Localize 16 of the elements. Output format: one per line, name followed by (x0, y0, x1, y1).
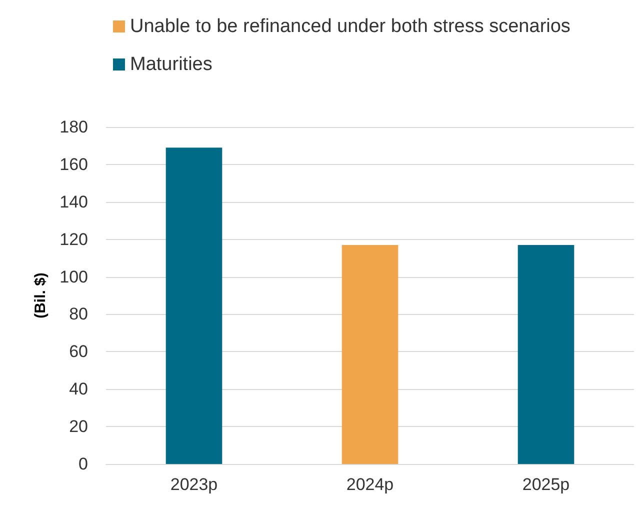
y-tick-label: 20 (69, 417, 88, 436)
y-axis-title: (Bil. $) (32, 272, 49, 318)
x-tick-label: 2023p (170, 475, 218, 494)
legend-label: Maturities (130, 54, 212, 75)
x-tick-label: 2024p (346, 475, 394, 494)
y-tick-label: 140 (60, 192, 88, 212)
x-tick-label: 2025p (522, 475, 570, 494)
y-tick-label: 40 (69, 380, 88, 399)
y-tick-label: 160 (60, 154, 88, 174)
legend-label: Unable to be refinanced under both stress scenarios (130, 16, 570, 37)
y-tick-label: 120 (60, 230, 88, 249)
y-tick-label: 80 (69, 304, 88, 324)
y-tick-label: 100 (60, 267, 88, 286)
y-tick-label: 180 (60, 118, 88, 136)
y-tick-label: 0 (78, 454, 88, 474)
y-tick-label: 60 (69, 342, 88, 362)
